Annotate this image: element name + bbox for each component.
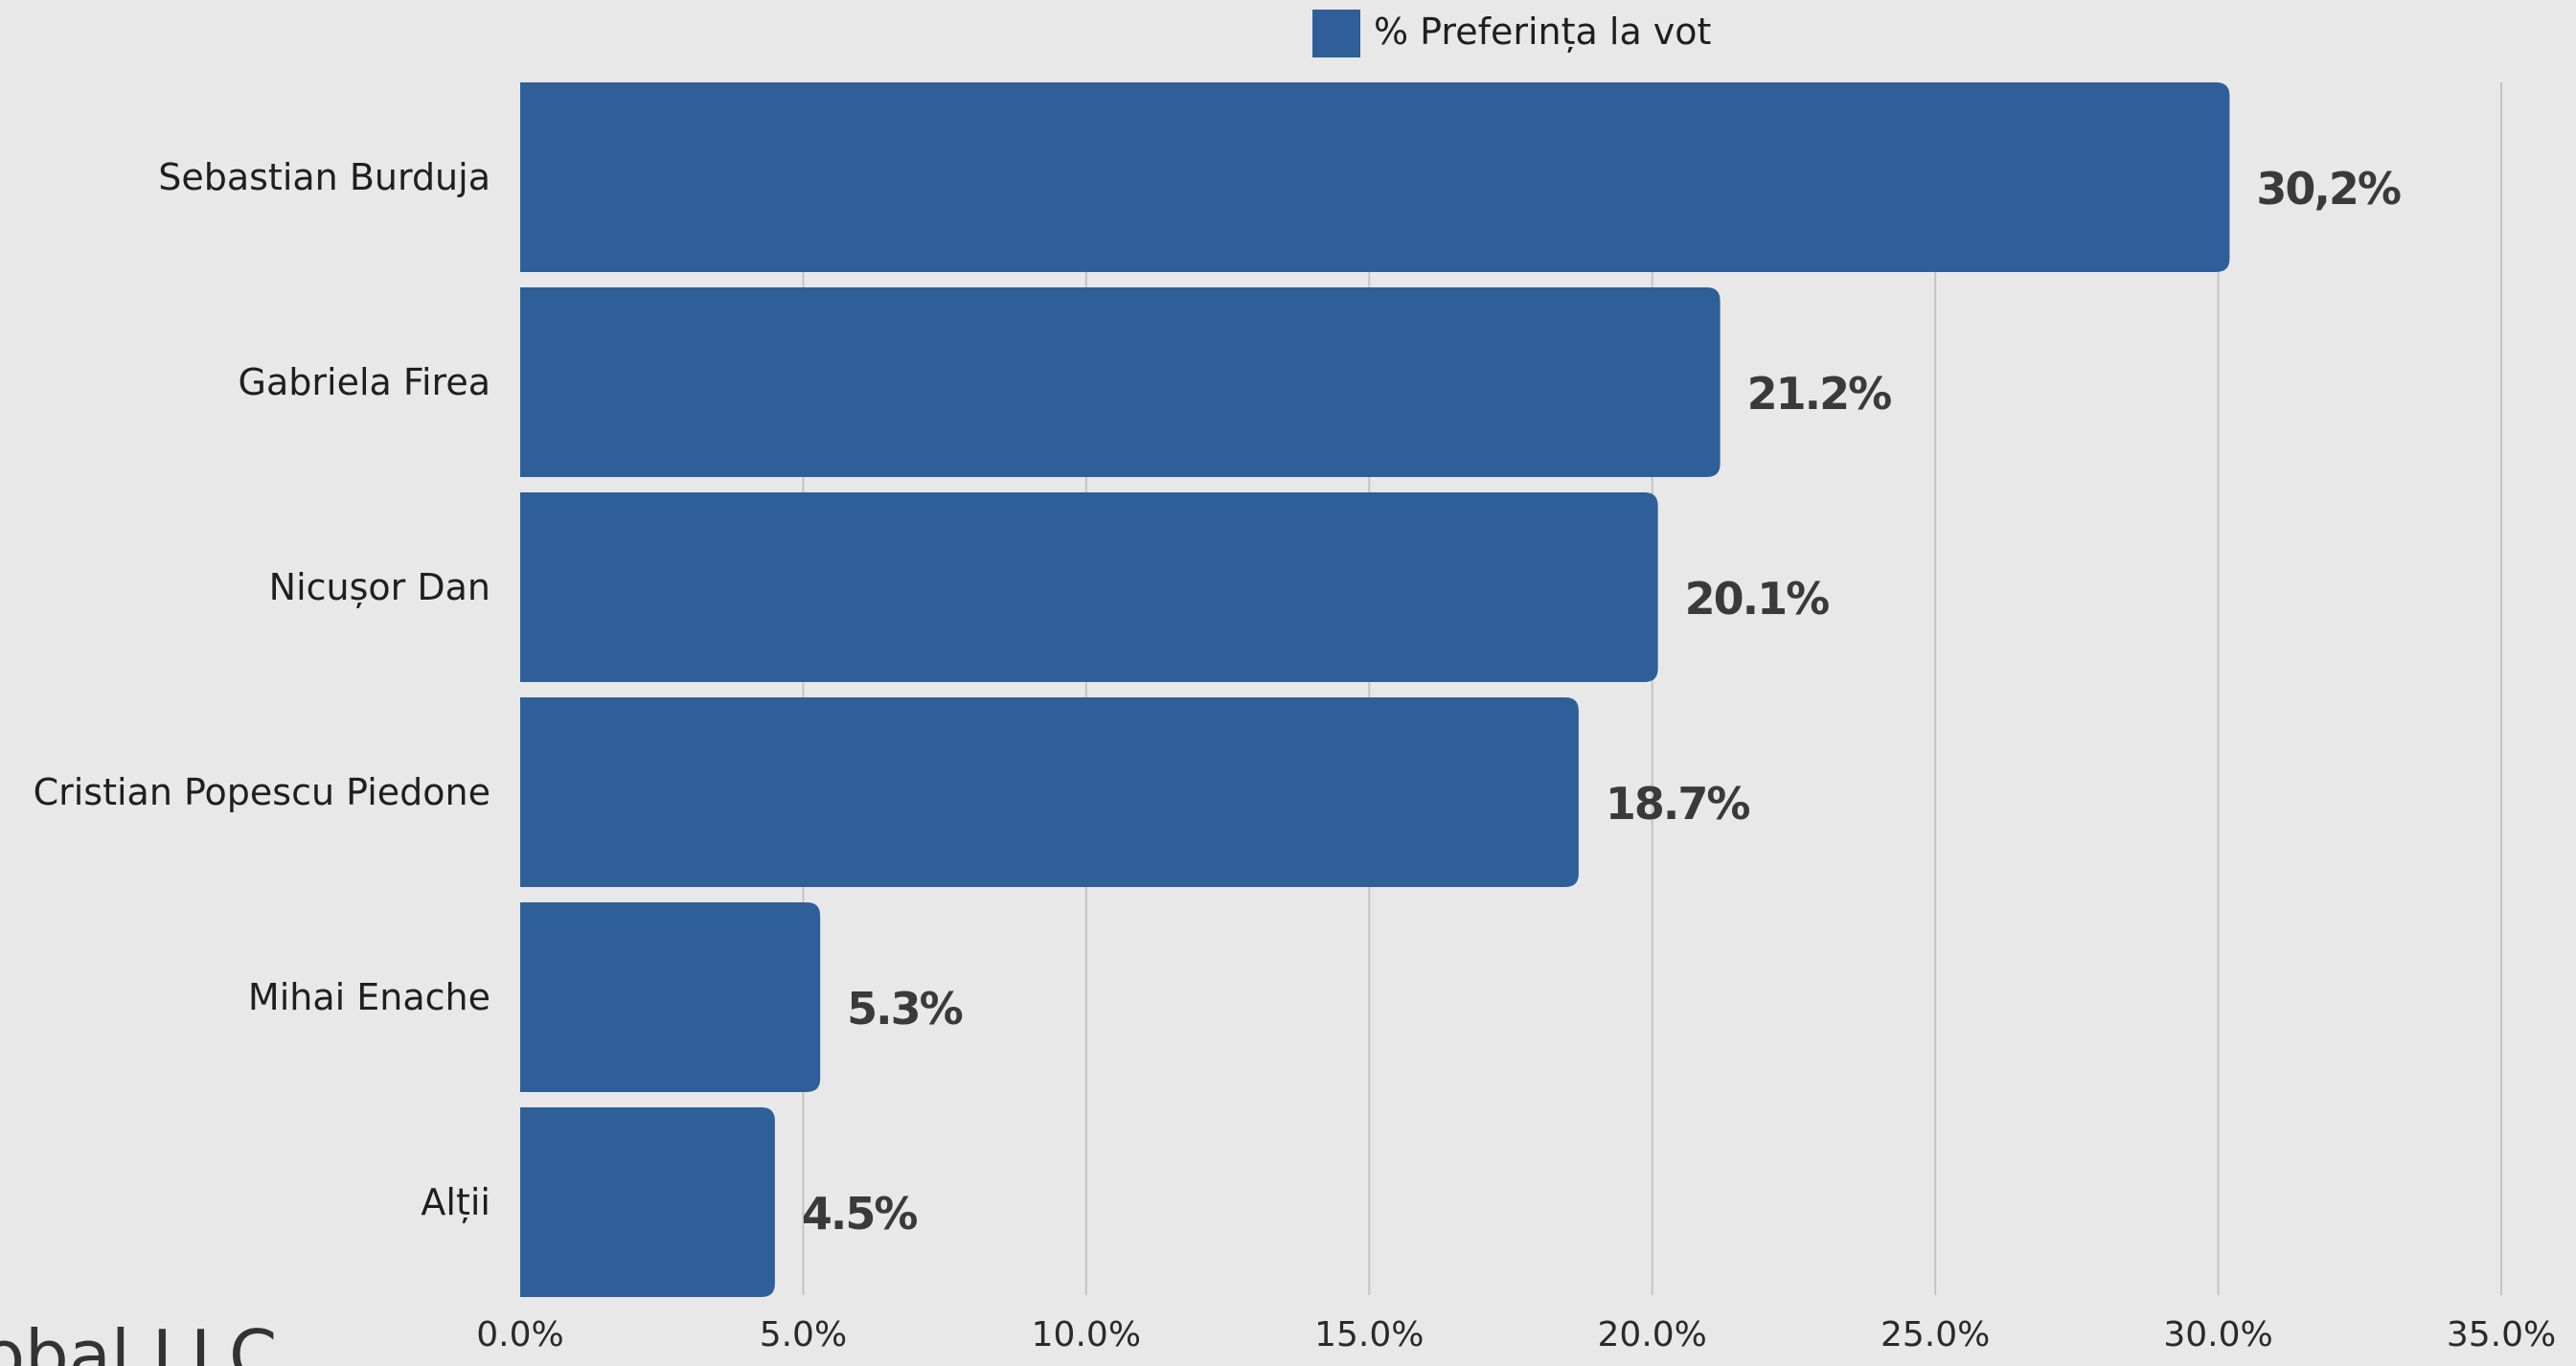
category-label: Gabriela Firea (239, 361, 490, 403)
category-labels: Sebastian Burduja Gabriela Firea Nicușor D… (34, 156, 490, 1223)
category-label: Mihai Enache (248, 976, 490, 1018)
watermark-text: obal LLC (0, 1315, 277, 1366)
bar (520, 287, 1721, 477)
data-label: 20.1% (1685, 573, 1829, 625)
x-tick-label: 15.0% (1314, 1315, 1424, 1355)
bar (520, 697, 1579, 887)
bar (520, 1107, 775, 1297)
category-label: Sebastian Burduja (158, 156, 490, 198)
x-tick-label: 0.0% (476, 1315, 563, 1355)
x-tick-label: 25.0% (1881, 1315, 1990, 1355)
data-labels: 30,2% 21.2% 20.1% 18.7% 5.3% 4.5% (802, 163, 2403, 1240)
data-label: 30,2% (2256, 163, 2400, 215)
category-label: Nicușor Dan (269, 566, 490, 608)
x-tick-label: 20.0% (1598, 1315, 1707, 1355)
bar (520, 82, 2230, 272)
x-tick-label: 5.0% (760, 1315, 847, 1355)
x-tick-label: 10.0% (1032, 1315, 1141, 1355)
data-label: 5.3% (847, 983, 962, 1035)
legend-label: % Preferința la vot (1374, 11, 1711, 53)
legend: % Preferința la vot (1312, 10, 1711, 57)
x-axis-tick-labels: 0.0% 5.0% 10.0% 15.0% 20.0% 25.0% 30.0% 35.0% (476, 1315, 2556, 1355)
data-label: 4.5% (802, 1188, 917, 1240)
category-label: Alții (421, 1181, 490, 1223)
legend-swatch (1312, 10, 1360, 57)
x-tick-label: 30.0% (2163, 1315, 2272, 1355)
data-label: 18.7% (1606, 778, 1749, 830)
category-label: Cristian Popescu Piedone (34, 771, 490, 813)
x-tick-label: 35.0% (2447, 1315, 2556, 1355)
bars (520, 82, 2230, 1297)
data-label: 21.2% (1747, 368, 1891, 420)
grid-lines (802, 82, 2502, 1295)
bar (520, 492, 1658, 682)
bar (520, 902, 821, 1092)
